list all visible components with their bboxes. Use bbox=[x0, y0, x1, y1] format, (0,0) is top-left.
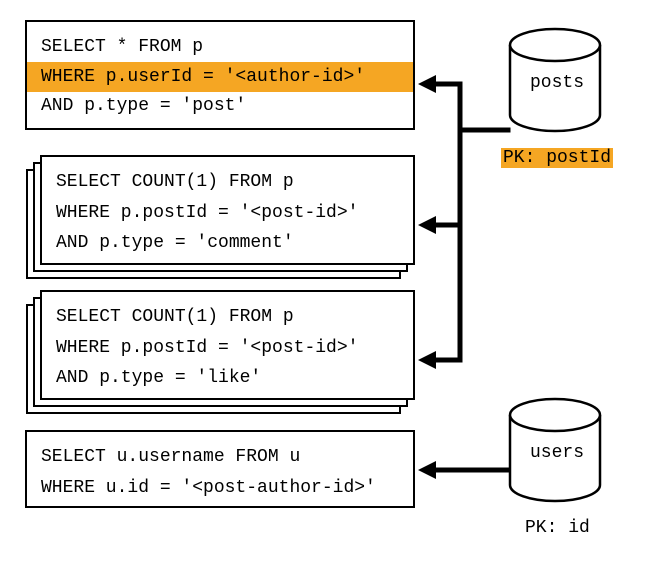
pk-label: PK: id bbox=[525, 518, 590, 538]
db-label: users bbox=[530, 443, 584, 463]
query-line: SELECT u.username FROM u bbox=[41, 442, 399, 473]
query-line: AND p.type = 'comment' bbox=[56, 228, 399, 259]
query-line: WHERE u.id = '<post-author-id>' bbox=[41, 473, 399, 504]
query-box-q4: SELECT u.username FROM uWHERE u.id = '<p… bbox=[25, 430, 415, 508]
query-line: WHERE p.postId = '<post-id>' bbox=[56, 198, 399, 229]
query-line: SELECT * FROM p bbox=[41, 32, 399, 63]
query-box-q1: SELECT * FROM pWHERE p.userId = '<author… bbox=[25, 20, 415, 130]
highlighted-clause: WHERE p.userId = '<author-id>' bbox=[27, 62, 413, 93]
query-line: WHERE p.postId = '<post-id>' bbox=[56, 333, 399, 364]
query-line: SELECT COUNT(1) FROM p bbox=[56, 167, 399, 198]
db-label: posts bbox=[530, 73, 584, 93]
query-line: WHERE p.userId = '<author-id>' bbox=[41, 62, 399, 93]
query-line: SELECT COUNT(1) FROM p bbox=[56, 302, 399, 333]
query-line: AND p.type = 'like' bbox=[56, 363, 399, 394]
pk-label: PK: postId bbox=[503, 148, 611, 168]
query-box-q2: SELECT COUNT(1) FROM pWHERE p.postId = '… bbox=[40, 155, 415, 265]
query-line: AND p.type = 'post' bbox=[41, 91, 399, 122]
query-box-q3: SELECT COUNT(1) FROM pWHERE p.postId = '… bbox=[40, 290, 415, 400]
